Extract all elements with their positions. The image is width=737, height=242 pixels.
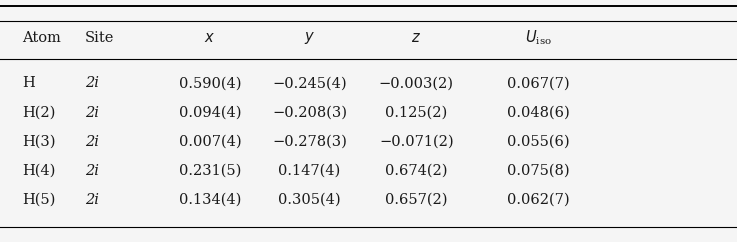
- Text: −0.003(2): −0.003(2): [379, 76, 454, 91]
- Text: $y$: $y$: [304, 30, 315, 45]
- Text: 0.062(7): 0.062(7): [507, 193, 569, 207]
- Text: 0.305(4): 0.305(4): [279, 193, 340, 207]
- Text: 0.231(5): 0.231(5): [179, 164, 241, 178]
- Text: 0.055(6): 0.055(6): [507, 135, 569, 149]
- Text: H(2): H(2): [22, 106, 55, 120]
- Text: H(3): H(3): [22, 135, 55, 149]
- Text: 0.590(4): 0.590(4): [179, 76, 241, 91]
- Text: 0.007(4): 0.007(4): [179, 135, 241, 149]
- Text: 0.147(4): 0.147(4): [279, 164, 340, 178]
- Text: −0.071(2): −0.071(2): [379, 135, 454, 149]
- Text: −0.245(4): −0.245(4): [272, 76, 347, 91]
- Text: −0.208(3): −0.208(3): [272, 106, 347, 120]
- Text: $U$$_{\mathregular{iso}}$: $U$$_{\mathregular{iso}}$: [525, 28, 551, 47]
- Text: −0.278(3): −0.278(3): [272, 135, 347, 149]
- Text: Site: Site: [85, 30, 114, 45]
- Text: 0.125(2): 0.125(2): [385, 106, 447, 120]
- Text: 0.075(8): 0.075(8): [507, 164, 569, 178]
- Text: Atom: Atom: [22, 30, 61, 45]
- Text: 2i: 2i: [85, 164, 99, 178]
- Text: 0.094(4): 0.094(4): [179, 106, 241, 120]
- Text: H: H: [22, 76, 35, 91]
- Text: 2i: 2i: [85, 135, 99, 149]
- Text: 0.657(2): 0.657(2): [385, 193, 447, 207]
- Text: H(4): H(4): [22, 164, 55, 178]
- Text: 0.674(2): 0.674(2): [385, 164, 447, 178]
- Text: 2i: 2i: [85, 76, 99, 91]
- Text: 0.067(7): 0.067(7): [507, 76, 569, 91]
- Text: 0.048(6): 0.048(6): [506, 106, 570, 120]
- Text: 2i: 2i: [85, 193, 99, 207]
- Text: $x$: $x$: [204, 30, 216, 45]
- Text: H(5): H(5): [22, 193, 55, 207]
- Text: 2i: 2i: [85, 106, 99, 120]
- Text: 0.134(4): 0.134(4): [179, 193, 241, 207]
- Text: $z$: $z$: [411, 30, 422, 45]
